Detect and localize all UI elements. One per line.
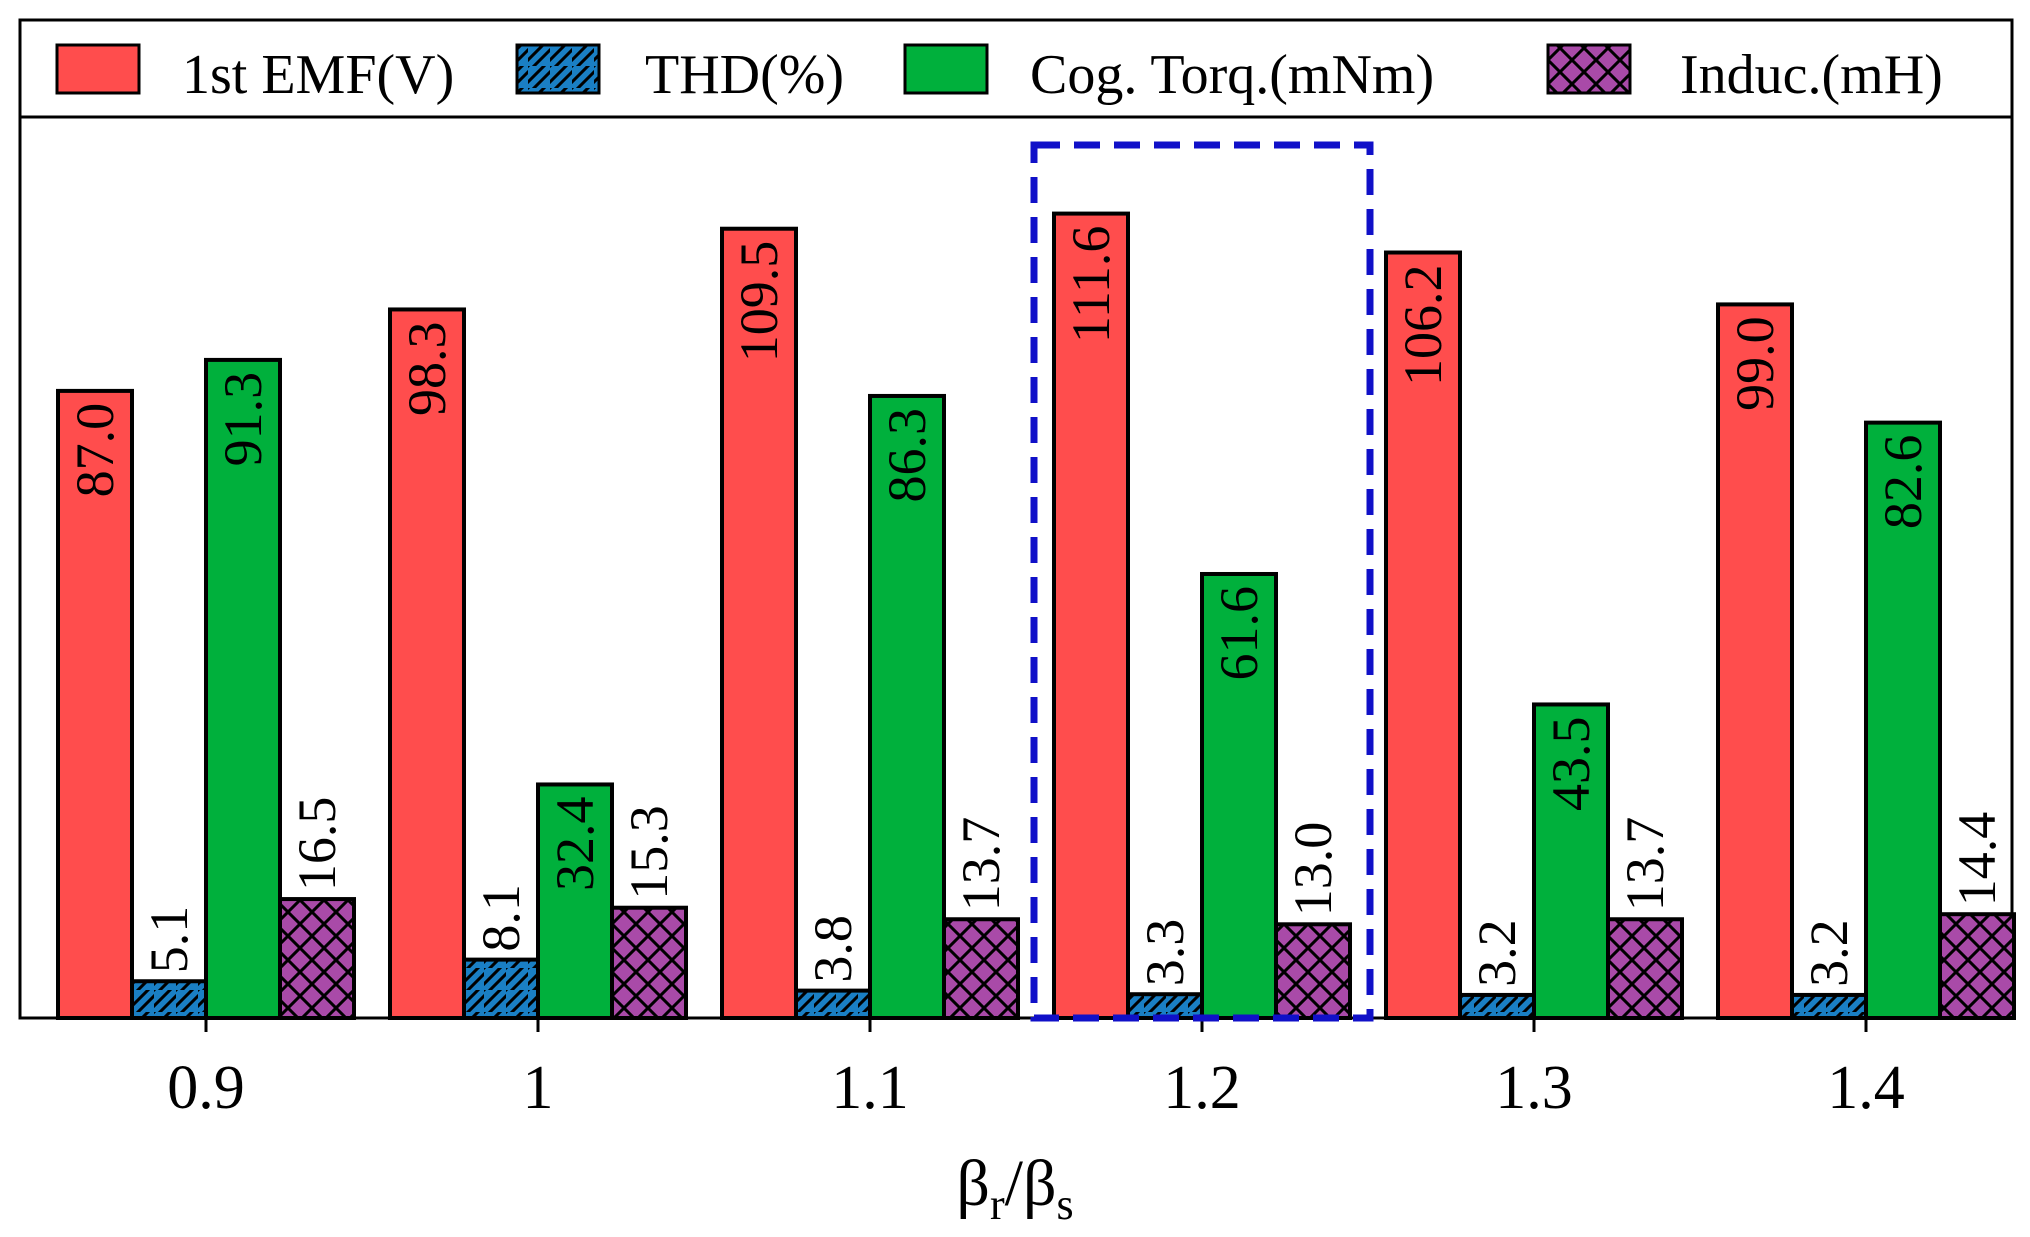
- x-tick-label-1: 1: [523, 1054, 554, 1122]
- bar-label-1st-emf-v-1-4: 99.0: [1725, 316, 1785, 411]
- bars-group: [56, 211, 2016, 1021]
- bar-label-thd-1-4: 3.2: [1799, 919, 1859, 987]
- bar-thd-1: [462, 957, 540, 1020]
- legend-swatch-thd: [515, 43, 601, 95]
- x-ticks-group: 0.9 1 1.1 1.2 1.3 1.4: [167, 1018, 1905, 1122]
- bar-label-cog-torq-mnm-1: 32.4: [545, 796, 605, 891]
- bar-label-thd-1-3: 3.2: [1467, 919, 1527, 987]
- bar-cog-torq-mnm-1-3: [1532, 702, 1610, 1021]
- bar-1st-emf-v-1-4: [1716, 302, 1794, 1020]
- bar-cog-torq-mnm-1: [536, 782, 614, 1021]
- bar-1st-emf-v-1-1: [720, 226, 798, 1020]
- bar-label-induc-mh-1-1: 13.7: [951, 817, 1011, 912]
- bar-label-1st-emf-v-1-3: 106.2: [1393, 265, 1453, 387]
- bar-thd-1-4: [1790, 992, 1868, 1020]
- bar-labels-group: 87.0 5.1 91.3 16.5 98.3 8.132.4 15.3 109.5 3.8 86…: [65, 226, 2007, 987]
- x-tick-label-0-9: 0.9: [167, 1054, 245, 1122]
- bar-1st-emf-v-1: [388, 307, 466, 1020]
- legend: 1st EMF(V) THD(%) Cog. Torq.(mNm) Induc.(mH…: [55, 43, 1943, 106]
- bar-induc-mh-1-2: [1274, 922, 1352, 1021]
- bar-label-1st-emf-v-1: 98.3: [397, 321, 457, 416]
- bar-label-cog-torq-mnm-1-3: 43.5: [1541, 716, 1601, 811]
- bar-cog-torq-mnm-1-1: [868, 393, 946, 1020]
- bar-label-induc-mh-1: 15.3: [619, 805, 679, 900]
- bar-thd-1-3: [1458, 992, 1536, 1020]
- bar-thd-0-9: [130, 979, 208, 1020]
- bar-induc-mh-1-1: [942, 917, 1020, 1021]
- legend-swatch-induc-mh: [1546, 43, 1632, 95]
- bar-label-1st-emf-v-1-1: 109.5: [729, 241, 789, 363]
- legend-label-induc-mh: Induc.(mH): [1680, 44, 1943, 106]
- bar-induc-mh-1: [610, 905, 688, 1020]
- bar-label-thd-1: 8.1: [471, 884, 531, 952]
- bar-label-thd-1-1: 3.8: [803, 915, 863, 983]
- bar-induc-mh-0-9: [278, 897, 356, 1020]
- bar-label-1st-emf-v-1-2: 111.6: [1061, 226, 1121, 344]
- bar-1st-emf-v-1-3: [1384, 250, 1462, 1021]
- legend-label-thd: THD(%): [645, 44, 844, 106]
- bar-cog-torq-mnm-0-9: [204, 357, 282, 1020]
- bar-cog-torq-mnm-1-4: [1864, 420, 1942, 1020]
- bar-cog-torq-mnm-1-2: [1200, 571, 1278, 1020]
- legend-swatch-cog-torq-mnm: [903, 43, 989, 95]
- highlight-group: [1030, 141, 1374, 1022]
- bar-label-cog-torq-mnm-1-2: 61.6: [1209, 586, 1269, 681]
- bar-label-induc-mh-1-2: 13.0: [1283, 822, 1343, 917]
- bar-1st-emf-v-1-2: [1052, 211, 1130, 1020]
- legend-label-1st-emf-v: 1st EMF(V): [182, 44, 454, 106]
- legend-swatch-1st-emf-v: [55, 43, 141, 95]
- bar-induc-mh-1-3: [1606, 917, 1684, 1021]
- bar-label-1st-emf-v-0-9: 87.0: [65, 403, 125, 498]
- legend-label-cog-torq-mnm: Cog. Torq.(mNm): [1030, 44, 1434, 106]
- bar-label-induc-mh-1-3: 13.7: [1615, 817, 1675, 912]
- x-tick-label-1-3: 1.3: [1495, 1054, 1573, 1122]
- highlight-box: [1030, 141, 1374, 1022]
- bar-1st-emf-v-0-9: [56, 388, 134, 1020]
- bar-label-cog-torq-mnm-1-4: 82.6: [1873, 435, 1933, 530]
- bar-induc-mh-1-4: [1938, 912, 2016, 1020]
- bar-label-induc-mh-1-4: 14.4: [1947, 812, 2007, 907]
- x-tick-label-1-4: 1.4: [1827, 1054, 1905, 1122]
- bar-thd-1-1: [794, 988, 872, 1021]
- x-tick-label-1-1: 1.1: [831, 1054, 909, 1122]
- bar-thd-1-2: [1126, 992, 1204, 1021]
- bar-label-cog-torq-mnm-0-9: 91.3: [213, 372, 273, 467]
- x-axis-label: βr/βs: [956, 1147, 1073, 1229]
- bar-label-induc-mh-0-9: 16.5: [287, 797, 347, 892]
- bar-label-thd-1-2: 3.3: [1135, 919, 1195, 987]
- bar-label-thd-0-9: 5.1: [139, 906, 199, 974]
- bar-label-cog-torq-mnm-1-1: 86.3: [877, 408, 937, 503]
- x-tick-label-1-2: 1.2: [1163, 1054, 1241, 1122]
